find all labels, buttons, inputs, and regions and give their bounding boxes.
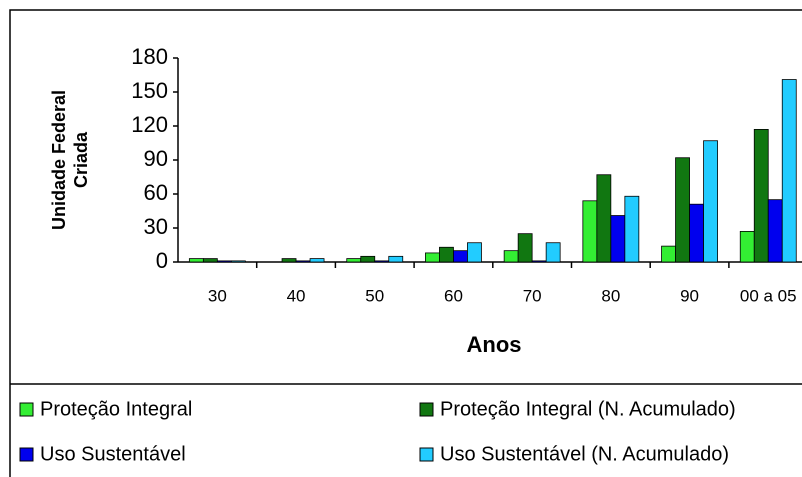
bar — [281, 258, 297, 263]
chart-border — [9, 9, 802, 477]
bar — [216, 260, 232, 263]
bar — [425, 252, 440, 263]
y-tick-label: 90 — [144, 146, 168, 171]
legend-swatch — [19, 447, 34, 462]
bar — [661, 245, 676, 263]
y-tick-label: 180 — [131, 44, 168, 69]
legend-swatch — [19, 402, 34, 417]
bar — [545, 242, 561, 263]
bar — [360, 255, 376, 263]
bar — [503, 250, 519, 263]
y-tick-label: 150 — [131, 78, 168, 103]
bar — [753, 128, 769, 263]
legend-label: Proteção Integral — [40, 398, 192, 420]
y-tick-label: 60 — [144, 180, 168, 205]
bar — [767, 199, 783, 263]
bar — [624, 195, 640, 263]
legend-label: Proteção Integral (N. Acumulado) — [440, 398, 736, 420]
x-tick-label: 80 — [601, 286, 620, 305]
bar — [374, 260, 390, 263]
bar — [467, 242, 482, 263]
y-tick-label: 120 — [131, 112, 168, 137]
bar — [582, 200, 598, 263]
bar — [739, 230, 755, 263]
bar — [388, 255, 404, 263]
x-tick-label: 90 — [680, 286, 699, 305]
y-axis-label-line: Unidade Federal — [49, 90, 69, 230]
x-tick-label: 00 a 05 — [740, 286, 797, 305]
bar — [596, 174, 612, 263]
legend-label: Uso Sustentável — [40, 443, 186, 465]
legend-label: Uso Sustentável (N. Acumulado) — [440, 443, 729, 465]
y-tick-label: 0 — [156, 248, 168, 273]
bar — [309, 258, 325, 263]
x-tick-label: 40 — [287, 286, 306, 305]
x-tick-label: 50 — [365, 286, 384, 305]
bar — [202, 258, 218, 263]
bar — [453, 250, 468, 263]
bar — [531, 260, 547, 263]
y-axis-label-line: Criada — [71, 131, 91, 188]
legend-swatch — [419, 402, 434, 417]
bar — [610, 215, 626, 263]
x-tick-label: 70 — [523, 286, 542, 305]
bar — [295, 260, 311, 263]
bar — [517, 233, 533, 263]
bar — [703, 140, 718, 263]
x-tick-label: 60 — [444, 286, 463, 305]
bar — [689, 203, 704, 263]
bar — [188, 258, 204, 263]
bar — [675, 157, 690, 263]
y-axis-label: Unidade Federal Criada — [49, 90, 91, 230]
y-tick-label: 30 — [144, 214, 168, 239]
bar — [230, 260, 246, 263]
x-axis-label: Anos — [467, 332, 522, 357]
bar — [781, 79, 797, 263]
bar — [439, 246, 454, 263]
bar — [346, 258, 362, 263]
x-tick-label: 30 — [208, 286, 227, 305]
legend-swatch — [419, 447, 434, 462]
